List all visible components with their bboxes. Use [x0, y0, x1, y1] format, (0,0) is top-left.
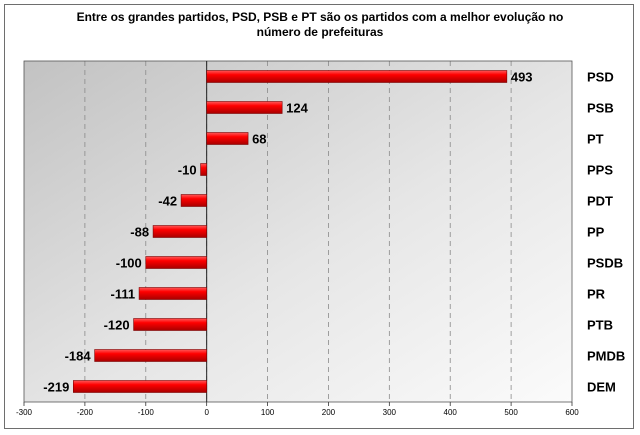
category-label-psdb: PSDB — [587, 256, 623, 271]
chart-title-line-1: Entre os grandes partidos, PSD, PSB e PT… — [76, 10, 564, 24]
value-label-pmdb: -184 — [65, 349, 92, 364]
x-tick-label: 600 — [565, 408, 579, 417]
value-label-pr: -111 — [110, 287, 135, 302]
x-tick-label: 300 — [383, 408, 397, 417]
category-label-dem: DEM — [587, 380, 616, 395]
value-label-pdt: -42 — [158, 194, 177, 209]
category-label-psd: PSD — [587, 70, 614, 85]
value-label-dem: -219 — [43, 380, 69, 395]
bar-psb — [206, 101, 283, 114]
bar-dem — [73, 380, 207, 393]
x-tick-label: 0 — [204, 408, 209, 417]
x-tick-label: -200 — [77, 408, 94, 417]
value-label-pps: -10 — [178, 163, 197, 178]
bar-pps — [200, 163, 207, 176]
x-tick-label: -100 — [138, 408, 155, 417]
x-tick-label: 400 — [444, 408, 458, 417]
category-label-pps: PPS — [587, 163, 613, 178]
bar-pt — [206, 132, 249, 145]
category-label-psb: PSB — [587, 101, 614, 116]
value-label-psb: 124 — [286, 101, 308, 116]
chart-title: Entre os grandes partidos, PSD, PSB e PT… — [0, 10, 640, 40]
bar-pr — [138, 287, 207, 300]
category-label-pp: PP — [587, 225, 605, 240]
bar-pmdb — [94, 349, 207, 362]
category-label-pdt: PDT — [587, 194, 613, 209]
value-label-psdb: -100 — [116, 256, 142, 271]
category-label-pmdb: PMDB — [587, 349, 625, 364]
x-tick-label: 100 — [261, 408, 275, 417]
category-label-pr: PR — [587, 287, 606, 302]
chart-title-line-2: número de prefeituras — [256, 25, 384, 39]
bar-pp — [152, 225, 207, 238]
value-label-ptb: -120 — [104, 318, 130, 333]
category-label-pt: PT — [587, 132, 604, 147]
bar-pdt — [180, 194, 207, 207]
value-label-psd: 493 — [511, 70, 533, 85]
x-tick-label: -300 — [16, 408, 33, 417]
plot-border — [23, 60, 573, 403]
value-label-pt: 68 — [252, 132, 266, 147]
bar-psd — [206, 70, 508, 83]
value-label-pp: -88 — [130, 225, 149, 240]
category-label-ptb: PTB — [587, 318, 613, 333]
bar-ptb — [133, 318, 207, 331]
x-tick-label: 500 — [504, 408, 518, 417]
plot-area — [24, 61, 572, 402]
x-tick-label: 200 — [322, 408, 336, 417]
bar-psdb — [145, 256, 207, 269]
